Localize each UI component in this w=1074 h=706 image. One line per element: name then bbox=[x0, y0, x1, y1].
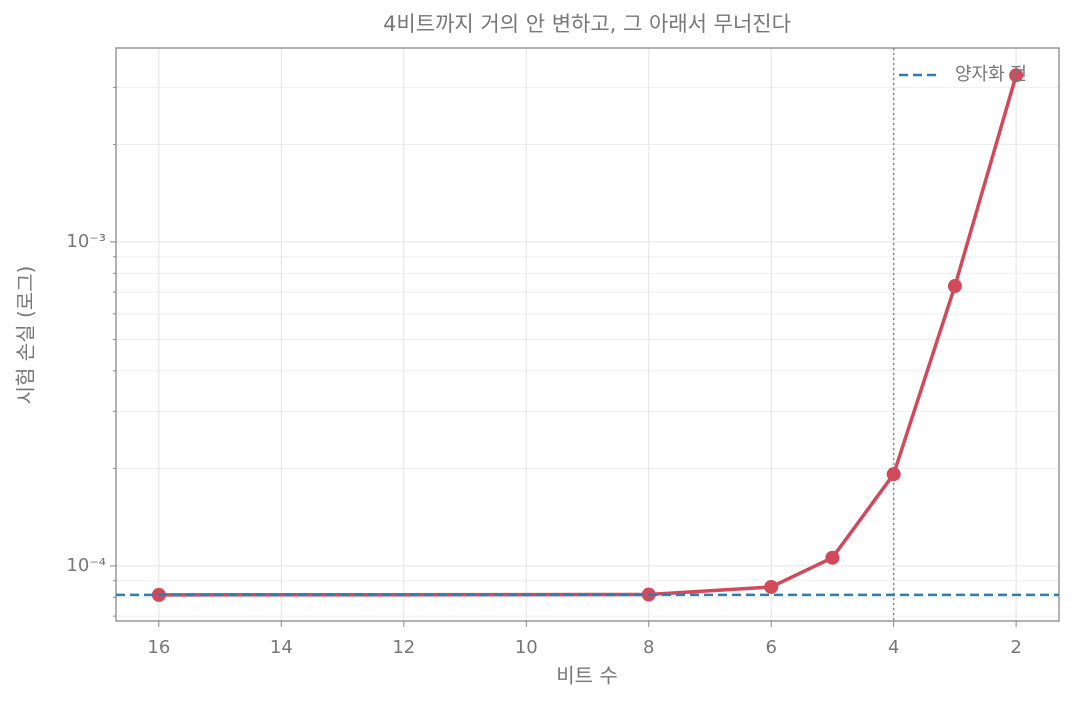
x-tick-label: 14 bbox=[270, 637, 293, 658]
data-line bbox=[158, 74, 1018, 597]
chart-title: 4비트까지 거의 안 변하고, 그 아래서 무너진다 bbox=[383, 12, 791, 36]
x-tick-label: 16 bbox=[147, 637, 170, 658]
x-tick-label: 4 bbox=[888, 637, 899, 658]
data-point bbox=[947, 279, 962, 294]
x-axis-label: 비트 수 bbox=[556, 664, 618, 688]
data-point bbox=[1009, 68, 1024, 83]
x-tick-label: 2 bbox=[1010, 637, 1021, 658]
legend-label: 양자화 전 bbox=[955, 64, 1027, 85]
y-tick-label: 10⁻³ bbox=[66, 231, 106, 252]
data-point bbox=[886, 467, 901, 482]
y-axis-label: 시험 손실 (로그) bbox=[14, 266, 38, 405]
x-tick-label: 12 bbox=[392, 637, 415, 658]
data-point bbox=[764, 579, 779, 594]
x-tick-label: 8 bbox=[643, 637, 654, 658]
x-tick-label: 10 bbox=[515, 637, 538, 658]
plot-frame bbox=[115, 47, 1060, 622]
data-point bbox=[825, 550, 840, 565]
x-tick-label: 6 bbox=[765, 637, 776, 658]
y-tick-label: 10⁻⁴ bbox=[66, 555, 106, 576]
